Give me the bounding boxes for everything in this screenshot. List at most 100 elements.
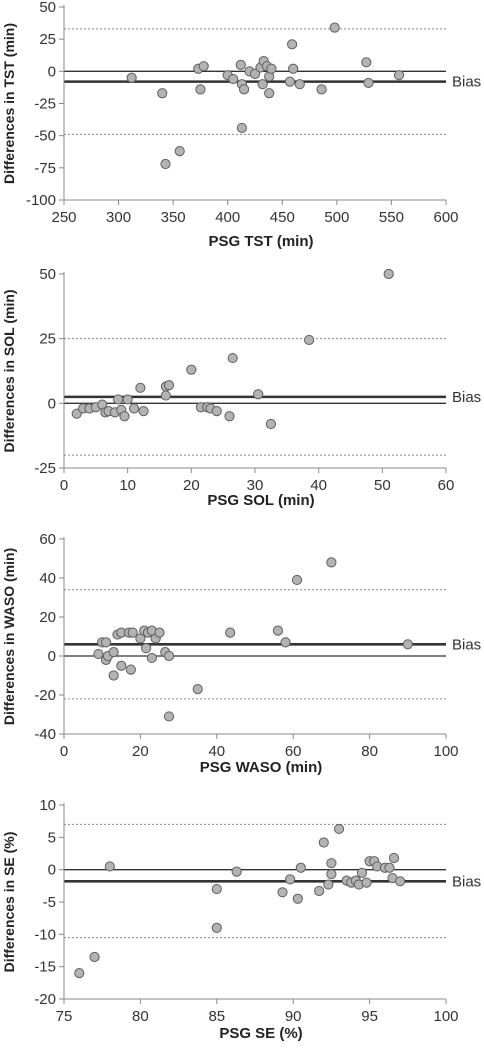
data-point bbox=[265, 418, 277, 430]
data-point bbox=[236, 122, 248, 134]
x-tick-label: 400 bbox=[215, 209, 240, 226]
y-tick-label: 25 bbox=[39, 31, 56, 48]
data-point bbox=[160, 158, 171, 170]
y-axis-label: Differences in WASO (min) bbox=[1, 548, 17, 725]
data-point bbox=[108, 670, 119, 681]
data-point bbox=[224, 411, 235, 422]
data-point bbox=[402, 639, 413, 650]
x-tick-label: 95 bbox=[361, 1008, 378, 1025]
y-axis-label: Differences in SOL (min) bbox=[1, 289, 17, 452]
data-point bbox=[272, 625, 284, 636]
x-tick-label: 90 bbox=[285, 1008, 302, 1025]
x-tick-label: 350 bbox=[161, 209, 186, 226]
data-point bbox=[356, 867, 368, 879]
x-tick-label: 550 bbox=[379, 209, 404, 226]
data-point bbox=[284, 76, 296, 87]
data-point bbox=[326, 858, 337, 869]
data-point bbox=[126, 72, 137, 83]
data-point bbox=[157, 88, 168, 99]
data-point bbox=[326, 869, 337, 880]
y-tick-label: -20 bbox=[34, 991, 56, 1008]
y-tick-label: -100 bbox=[26, 192, 56, 209]
data-point bbox=[89, 951, 100, 963]
y-tick-label: -20 bbox=[34, 687, 56, 704]
data-point bbox=[257, 79, 268, 90]
x-tick-label: 20 bbox=[132, 743, 149, 760]
x-tick-label: 0 bbox=[60, 743, 68, 760]
x-tick-label: 60 bbox=[285, 743, 302, 760]
se-chart: -20 -15 -10 -5 0 5 10 75 80 85 90 95 100 Differences… bbox=[1, 797, 481, 1042]
data-point bbox=[316, 84, 327, 95]
bias-label: Bias bbox=[452, 636, 481, 653]
data-point bbox=[326, 557, 337, 568]
data-point bbox=[329, 22, 340, 33]
y-tick-label: 10 bbox=[39, 797, 56, 814]
data-point bbox=[235, 59, 246, 71]
x-tick-label: 30 bbox=[247, 477, 264, 494]
data-point bbox=[253, 389, 264, 400]
y-tick-label: 50 bbox=[39, 266, 56, 283]
data-point bbox=[104, 861, 115, 872]
data-point bbox=[211, 922, 222, 933]
data-point bbox=[323, 879, 334, 890]
y-tick-label: 0 bbox=[48, 395, 56, 412]
data-point bbox=[231, 866, 242, 877]
data-point bbox=[100, 637, 112, 648]
data-point bbox=[277, 887, 288, 898]
data-point bbox=[228, 73, 239, 85]
data-point bbox=[227, 352, 238, 364]
y-tick-label: -25 bbox=[34, 460, 56, 477]
tst-chart: -100 -75 -50 -25 0 25 50 250 300 350 400 450 500 550 6… bbox=[1, 0, 481, 250]
y-tick-label: 60 bbox=[39, 531, 56, 548]
y-tick-label: -10 bbox=[34, 926, 56, 943]
x-tick-label: 85 bbox=[208, 1008, 225, 1025]
data-point bbox=[384, 862, 395, 873]
data-point bbox=[174, 146, 185, 157]
data-point bbox=[113, 394, 124, 405]
y-tick-label: -25 bbox=[34, 96, 56, 113]
data-point bbox=[74, 968, 85, 979]
x-tick-label: 40 bbox=[310, 477, 327, 494]
data-point bbox=[163, 380, 175, 391]
y-tick-label: 0 bbox=[48, 63, 56, 80]
data-point bbox=[108, 647, 119, 658]
data-point bbox=[288, 63, 299, 74]
data-point bbox=[195, 84, 206, 95]
y-tick-label: -75 bbox=[34, 160, 56, 177]
data-point bbox=[285, 874, 296, 885]
x-tick-label: 80 bbox=[132, 1008, 149, 1025]
x-tick-label: 50 bbox=[374, 477, 391, 494]
bias-label: Bias bbox=[452, 873, 481, 890]
data-point bbox=[393, 70, 405, 81]
data-point bbox=[116, 660, 127, 671]
data-point bbox=[395, 876, 406, 887]
data-point bbox=[198, 61, 209, 72]
data-point bbox=[304, 334, 315, 346]
data-point bbox=[383, 268, 394, 280]
x-axis-label: PSG TST (min) bbox=[209, 233, 314, 250]
data-point bbox=[264, 88, 275, 99]
x-tick-label: 60 bbox=[438, 477, 455, 494]
y-tick-label: 0 bbox=[48, 648, 56, 665]
x-tick-label: 80 bbox=[361, 743, 378, 760]
data-point bbox=[292, 893, 303, 904]
data-point bbox=[211, 883, 222, 895]
data-point bbox=[119, 411, 130, 422]
x-axis-label: PSG SOL (min) bbox=[207, 492, 314, 509]
data-point bbox=[163, 650, 175, 662]
data-point bbox=[280, 637, 291, 648]
data-point bbox=[294, 79, 305, 90]
data-point bbox=[361, 57, 372, 68]
y-tick-label: 25 bbox=[39, 331, 56, 348]
data-point bbox=[363, 77, 374, 89]
y-axis-label: Differences in TST (min) bbox=[1, 23, 17, 184]
bias-label: Bias bbox=[452, 74, 481, 91]
data-point bbox=[125, 664, 136, 675]
data-point bbox=[128, 403, 140, 414]
data-point bbox=[160, 390, 171, 401]
x-tick-label: 300 bbox=[106, 209, 131, 226]
data-point bbox=[122, 394, 133, 405]
x-tick-label: 20 bbox=[183, 477, 200, 494]
y-tick-label: 50 bbox=[39, 0, 56, 16]
